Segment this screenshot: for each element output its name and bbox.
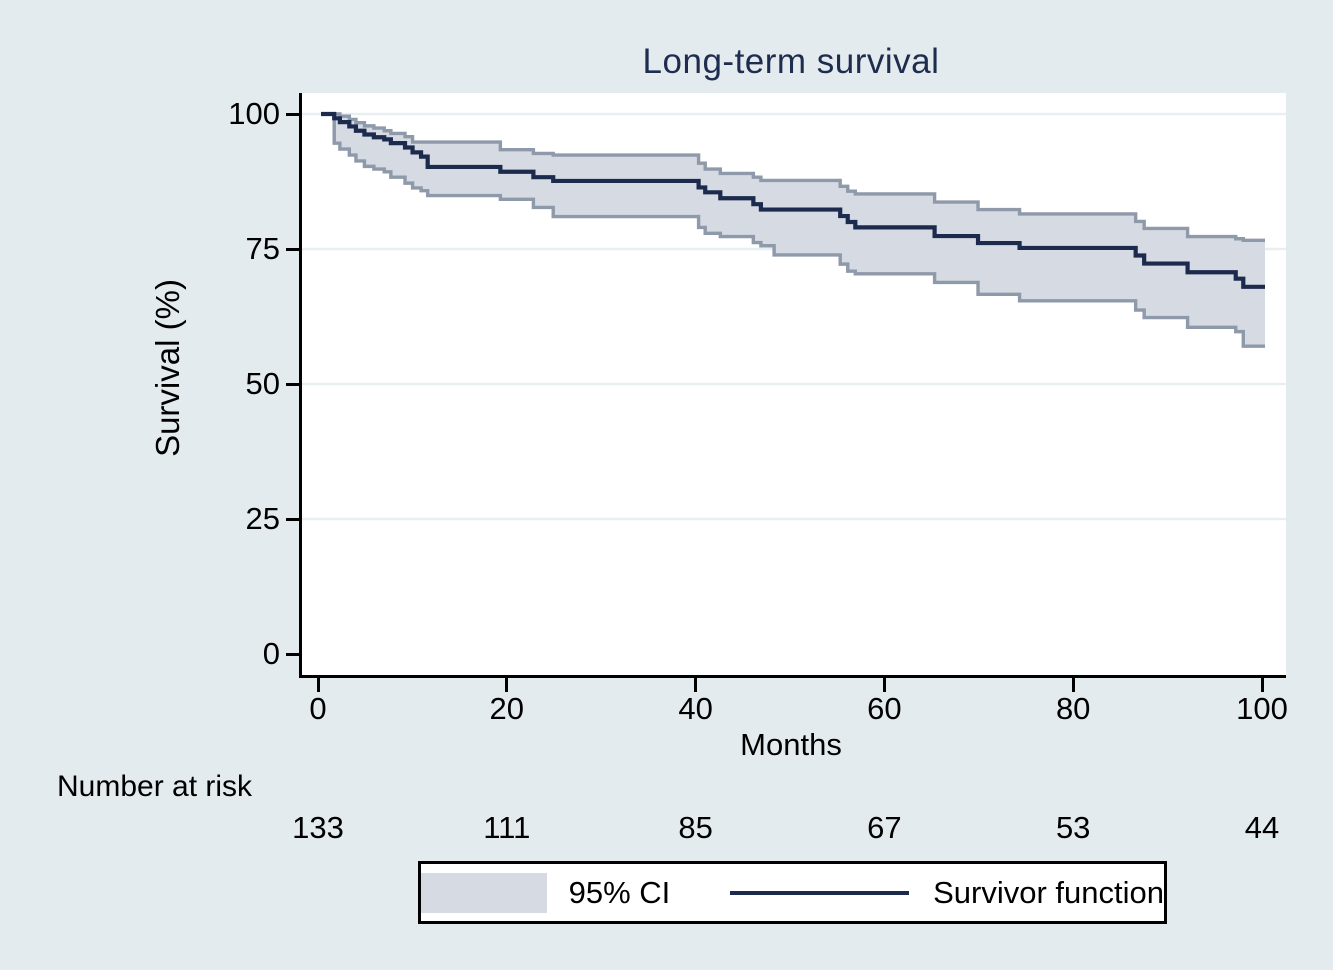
x-tick-label-80: 80 — [1055, 691, 1091, 726]
y-tick-100 — [286, 112, 299, 116]
ci-band-area — [321, 114, 1265, 347]
y-tick-label-100: 100 — [228, 96, 280, 131]
x-tick-20 — [505, 678, 509, 692]
x-tick-label-20: 20 — [489, 691, 525, 726]
risk-count-month-20: 111 — [483, 810, 531, 845]
risk-count-month-80: 53 — [1055, 810, 1091, 845]
x-tick-80 — [1071, 678, 1075, 692]
y-tick-label-0: 0 — [262, 636, 280, 671]
y-axis-title: Survival (%) — [149, 279, 186, 457]
legend: 95% CI Survivor function — [418, 861, 1167, 924]
risk-count-month-0: 133 — [292, 810, 344, 845]
x-tick-0 — [316, 678, 320, 692]
y-tick-label-25: 25 — [245, 501, 280, 536]
x-tick-60 — [882, 678, 886, 692]
x-tick-label-100: 100 — [1236, 691, 1288, 726]
y-tick-label-75: 75 — [245, 231, 280, 266]
y-tick-0 — [286, 652, 299, 656]
ci-upper-line — [321, 112, 1265, 243]
y-tick-50 — [286, 382, 299, 386]
legend-label-survivor: Survivor function — [933, 874, 1164, 910]
y-tick-25 — [286, 517, 299, 521]
x-tick-100 — [1260, 678, 1264, 692]
ci-band-swatch-icon — [421, 872, 547, 913]
plot-area — [299, 93, 1286, 678]
legend-label-ci: 95% CI — [568, 874, 671, 910]
x-tick-label-40: 40 — [678, 691, 713, 726]
x-axis-title: Months — [740, 727, 842, 762]
km-plot-svg — [302, 111, 1286, 521]
risk-count-month-100: 44 — [1244, 810, 1280, 845]
number-at-risk-label: Number at risk — [57, 770, 253, 803]
x-tick-label-0: 0 — [309, 691, 327, 726]
y-tick-75 — [286, 247, 299, 251]
risk-count-month-60: 67 — [867, 810, 902, 845]
risk-count-month-40: 85 — [678, 810, 713, 845]
x-tick-label-60: 60 — [867, 691, 902, 726]
survivor-line-icon — [730, 890, 910, 895]
x-tick-40 — [694, 678, 698, 692]
y-tick-label-50: 50 — [245, 366, 280, 401]
ci-lower-line — [321, 112, 1265, 348]
survivor-function-line — [321, 111, 1265, 289]
chart-title: Long-term survival — [642, 42, 940, 81]
